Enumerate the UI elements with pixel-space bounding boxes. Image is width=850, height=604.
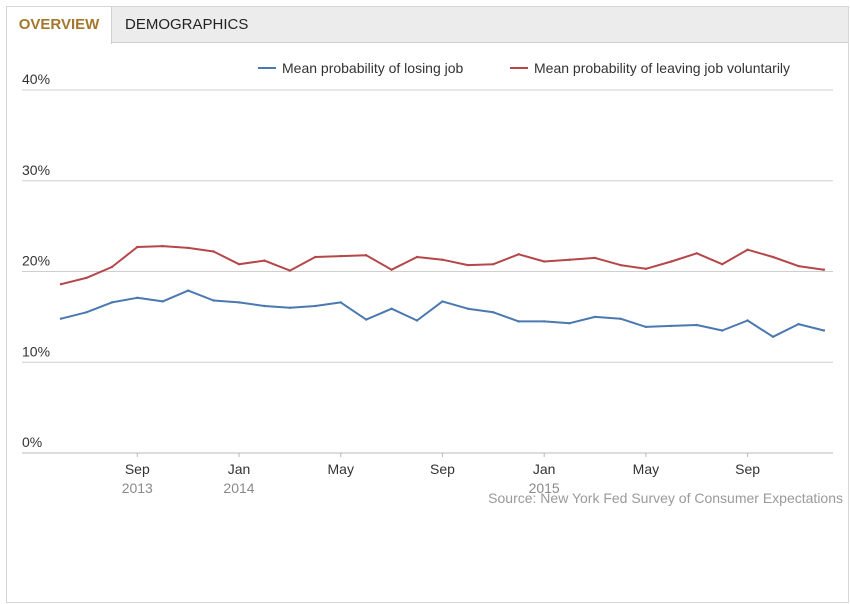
data-point bbox=[797, 264, 800, 268]
data-point bbox=[822, 329, 826, 332]
data-point bbox=[415, 255, 419, 259]
data-point bbox=[161, 300, 164, 303]
data-point bbox=[212, 299, 215, 302]
data-point bbox=[517, 253, 520, 256]
x-tick-month: Sep bbox=[735, 461, 760, 477]
data-point bbox=[237, 263, 241, 266]
x-axis-ticks: Sep 2013 Jan 2014 May Sep Jan 2015 May Sep bbox=[122, 453, 760, 496]
data-point bbox=[721, 329, 724, 332]
data-point bbox=[288, 306, 292, 309]
data-point bbox=[619, 263, 622, 267]
data-point bbox=[644, 325, 648, 329]
data-point bbox=[136, 245, 139, 249]
data-point bbox=[568, 322, 571, 325]
data-point bbox=[187, 246, 190, 250]
x-tick-year: 2013 bbox=[122, 480, 153, 496]
y-tick-label: 40% bbox=[22, 71, 50, 87]
gridlines bbox=[22, 89, 833, 454]
legend-label-1: Mean probability of leaving job voluntar… bbox=[534, 60, 790, 76]
data-point bbox=[314, 255, 317, 259]
data-point bbox=[441, 300, 444, 303]
data-point bbox=[492, 263, 495, 266]
data-point bbox=[110, 301, 114, 304]
data-point bbox=[466, 307, 470, 310]
x-tick-year: 2015 bbox=[529, 480, 560, 496]
source-note: Source: New York Fed Survey of Consumer … bbox=[488, 490, 843, 506]
data-point bbox=[822, 268, 826, 271]
data-point bbox=[466, 263, 470, 267]
data-point bbox=[263, 259, 266, 262]
y-tick-label: 30% bbox=[22, 162, 50, 178]
data-point bbox=[721, 263, 724, 266]
data-point bbox=[543, 260, 546, 263]
data-point bbox=[237, 301, 241, 304]
series-line-1 bbox=[60, 245, 825, 286]
data-point bbox=[568, 258, 571, 261]
data-point bbox=[136, 296, 139, 299]
data-point bbox=[339, 301, 342, 304]
legend: Mean probability of losing job Mean proba… bbox=[258, 60, 790, 76]
legend-label-0: Mean probability of losing job bbox=[282, 60, 464, 76]
data-point bbox=[746, 319, 749, 322]
series-line-0 bbox=[60, 289, 825, 338]
data-point bbox=[746, 248, 749, 251]
data-point bbox=[771, 335, 775, 338]
data-point bbox=[110, 265, 114, 269]
tab-bar: OVERVIEW DEMOGRAPHICS bbox=[7, 7, 848, 44]
data-point bbox=[593, 315, 597, 319]
data-point bbox=[263, 304, 266, 308]
x-tick-year: 2014 bbox=[223, 480, 254, 496]
data-point bbox=[390, 307, 393, 310]
x-tick-month: May bbox=[328, 461, 354, 477]
data-point bbox=[288, 269, 292, 272]
y-tick-label: 0% bbox=[22, 434, 42, 450]
data-point bbox=[59, 283, 63, 286]
data-point bbox=[365, 254, 368, 257]
y-axis-ticks: 0% 10% 20% 30% 40% bbox=[22, 71, 50, 450]
data-point bbox=[212, 250, 215, 253]
x-tick-month: May bbox=[633, 461, 659, 477]
x-tick-month: Sep bbox=[125, 461, 150, 477]
data-point bbox=[339, 254, 342, 258]
data-point bbox=[593, 256, 597, 260]
y-tick-label: 10% bbox=[22, 343, 50, 359]
data-point bbox=[670, 324, 673, 328]
chart-panel: OVERVIEW DEMOGRAPHICS bbox=[6, 6, 849, 603]
data-point bbox=[161, 244, 164, 248]
tab-overview[interactable]: OVERVIEW bbox=[7, 7, 112, 44]
data-point bbox=[390, 268, 393, 271]
data-point bbox=[441, 258, 444, 261]
data-point bbox=[619, 317, 622, 320]
data-point bbox=[365, 318, 368, 321]
data-point bbox=[771, 255, 775, 259]
x-tick-month: Jan bbox=[228, 461, 251, 477]
data-point bbox=[85, 311, 88, 314]
data-point bbox=[695, 323, 698, 327]
data-point bbox=[797, 322, 800, 326]
series-lines bbox=[59, 244, 826, 338]
x-tick-month: Jan bbox=[533, 461, 556, 477]
data-point bbox=[59, 317, 63, 320]
data-point bbox=[187, 289, 190, 292]
data-point bbox=[644, 267, 648, 270]
data-point bbox=[492, 311, 495, 314]
data-point bbox=[543, 320, 546, 323]
x-tick-month: Sep bbox=[430, 461, 455, 477]
tab-demographics[interactable]: DEMOGRAPHICS bbox=[125, 16, 249, 33]
data-point bbox=[517, 320, 520, 323]
data-point bbox=[314, 304, 317, 308]
data-point bbox=[670, 260, 673, 263]
y-tick-label: 20% bbox=[22, 253, 50, 269]
data-point bbox=[85, 276, 88, 280]
data-point bbox=[415, 319, 419, 322]
data-point bbox=[695, 252, 698, 255]
